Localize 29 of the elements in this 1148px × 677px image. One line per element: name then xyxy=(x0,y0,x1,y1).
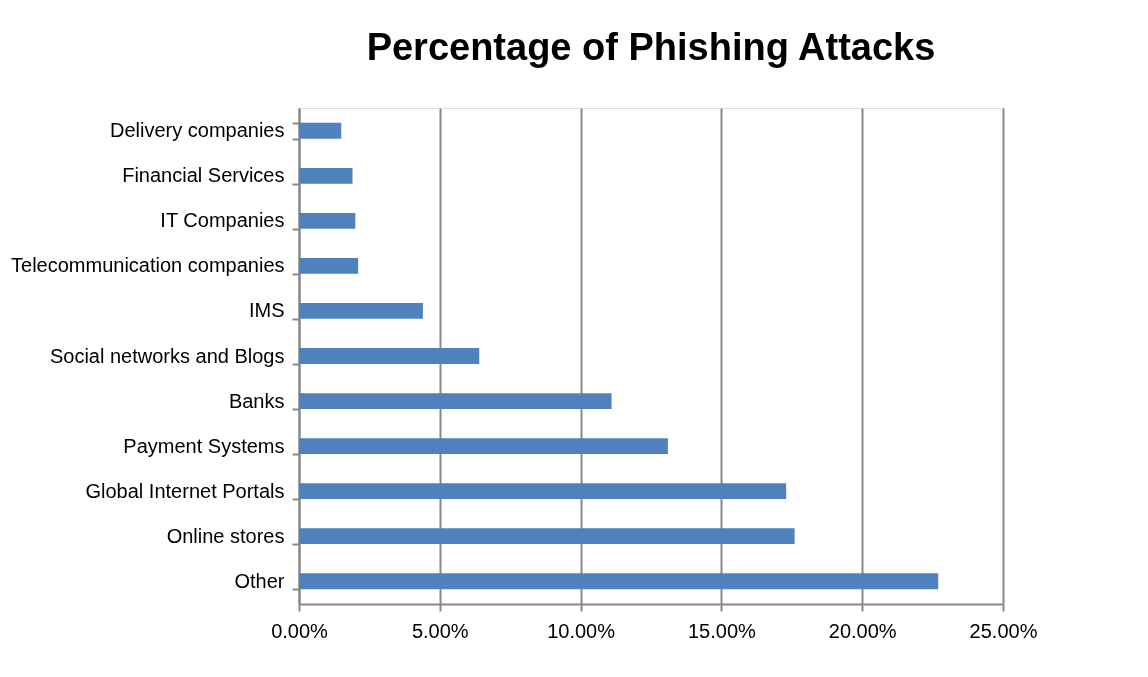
bar xyxy=(299,258,359,274)
bar xyxy=(299,573,939,590)
bar xyxy=(299,393,612,409)
y-tick-label: Online stores xyxy=(166,524,285,547)
x-tick-label: 20.00% xyxy=(828,619,897,642)
y-tick-label: Social networks and Blogs xyxy=(49,344,285,367)
bar xyxy=(299,122,342,139)
x-tick-label: 10.00% xyxy=(547,619,616,642)
bar xyxy=(299,167,353,184)
chart-title: Percentage of Phishing Attacks xyxy=(366,26,936,68)
bar xyxy=(299,483,787,500)
y-tick-label: Other xyxy=(234,569,285,592)
y-tick-label: Global Internet Portals xyxy=(85,479,285,502)
y-tick-label: Telecommunication companies xyxy=(11,254,285,277)
y-tick-label: IMS xyxy=(248,299,285,322)
bar xyxy=(299,438,668,454)
y-tick-label: Payment Systems xyxy=(123,434,285,457)
x-tick-label: 15.00% xyxy=(687,619,757,642)
y-tick-label: Delivery companies xyxy=(109,119,285,142)
bar xyxy=(299,303,423,319)
x-tick-label: 0.00% xyxy=(271,619,329,642)
x-tick-label: 5.00% xyxy=(411,619,469,642)
y-tick-label: IT Companies xyxy=(160,209,285,232)
y-tick-label: Financial Services xyxy=(122,164,285,187)
y-tick-label: Banks xyxy=(228,389,285,412)
x-tick-label: 25.00% xyxy=(969,619,1038,642)
bar xyxy=(299,212,356,229)
bar xyxy=(299,348,480,364)
bar xyxy=(299,528,795,545)
